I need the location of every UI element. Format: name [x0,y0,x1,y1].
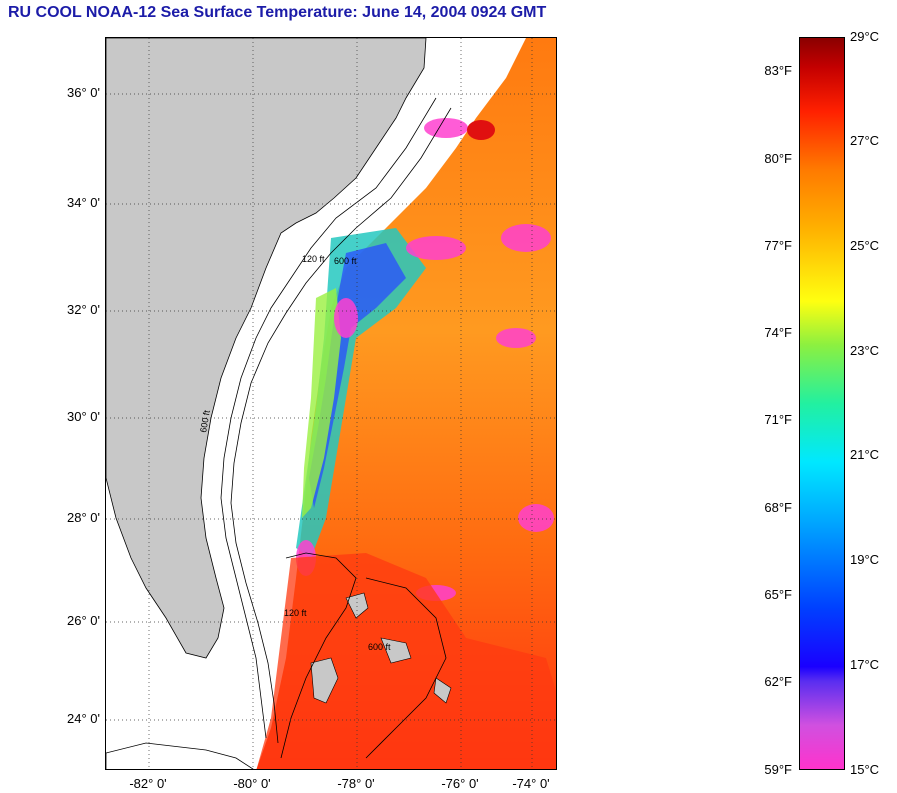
colorbar-c-27: 27°C [850,133,880,148]
colorbar-f-77: 77°F [764,238,792,253]
lon-label-80: -80° 0' [233,776,271,791]
lat-label-34: 34° 0' [67,195,100,210]
lon-label-74: -74° 0' [512,776,550,791]
lat-label-36: 36° 0' [67,85,100,100]
map-canvas: 120 ft 600 ft 600 ft 120 ft 600 ft [106,38,556,769]
lat-label-28: 28° 0' [67,510,100,525]
lon-label-82: -82° 0' [129,776,167,791]
lat-label-30: 30° 0' [67,409,100,424]
colorbar-c-21: 21°C [850,447,880,462]
graticule [106,38,556,769]
sst-map: 120 ft 600 ft 600 ft 120 ft 600 ft [105,37,557,770]
land-cuba [106,742,254,769]
bathymetry-contours [220,97,452,759]
colorbar-f-59: 59°F [764,762,792,777]
green-band [302,288,341,518]
bahamas-islands [310,592,452,704]
colorbar-f-68: 68°F [764,500,792,515]
lat-label-32: 32° 0' [67,302,100,317]
warm-region [256,553,556,769]
colorbar-f-65: 65°F [764,587,792,602]
colorbar-c-17: 17°C [850,657,880,672]
colorbar-c-19: 19°C [850,552,880,567]
colorbar-f-62: 62°F [764,674,792,689]
contour-label-600b: 600 ft [198,409,212,433]
lat-label-26: 26° 0' [67,613,100,628]
contour-label-600: 600 ft [334,256,357,266]
lon-label-78: -78° 0' [337,776,375,791]
colorbar-f-71: 71°F [764,412,792,427]
colorbar-c-25: 25°C [850,238,880,253]
land-us-coast [106,38,427,659]
colorbar-c-15: 15°C [850,762,880,777]
colorbar-f-83: 83°F [764,63,792,78]
contour-label-120: 120 ft [302,254,325,264]
colorbar-f-74: 74°F [764,325,792,340]
hatteras-warm-spot [467,120,495,140]
map-title: RU COOL NOAA-12 Sea Surface Temperature:… [8,4,547,21]
lat-label-24: 24° 0' [67,711,100,726]
contour-label-600c: 600 ft [368,642,391,652]
lon-label-76: -76° 0' [441,776,479,791]
colorbar-c-29: 29°C [850,29,880,44]
colorbar-c-23: 23°C [850,343,880,358]
temperature-colorbar [799,37,845,770]
colorbar-f-80: 80°F [764,151,792,166]
contour-label-120b: 120 ft [284,608,307,618]
